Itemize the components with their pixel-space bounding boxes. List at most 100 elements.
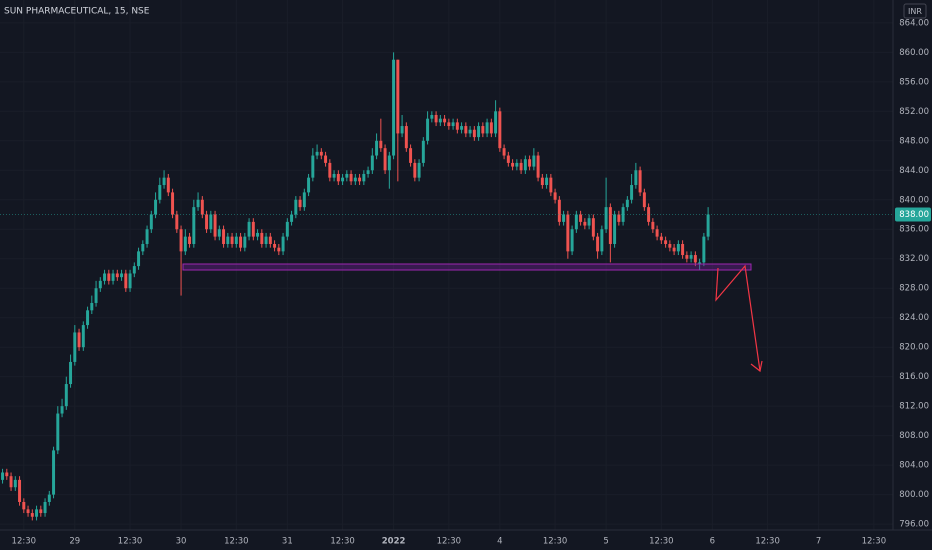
y-tick-label: 856.00 xyxy=(899,77,929,87)
candle-body xyxy=(73,332,77,362)
y-tick-label: 864.00 xyxy=(899,18,929,28)
candle-body xyxy=(706,214,710,237)
candle-body xyxy=(264,236,268,244)
y-tick-label: 832.00 xyxy=(899,254,929,264)
candle-body xyxy=(290,214,294,222)
candle-body xyxy=(260,232,264,244)
x-tick-label: 12:30 xyxy=(437,537,462,547)
x-tick-label: 12:30 xyxy=(649,537,674,547)
candle-body xyxy=(604,207,608,230)
candle-body xyxy=(379,140,383,149)
candle-body xyxy=(693,255,697,263)
candle-body xyxy=(540,177,544,186)
candle-body xyxy=(183,236,187,252)
currency-box xyxy=(903,3,927,19)
candle-body xyxy=(617,214,621,222)
candle-body xyxy=(145,229,149,244)
candle-body xyxy=(103,273,107,281)
candle-body xyxy=(324,155,328,163)
candle-body xyxy=(515,162,519,167)
candle-body xyxy=(613,214,617,244)
candle-body xyxy=(672,247,676,252)
candle-body xyxy=(86,310,90,326)
candle-body xyxy=(409,148,413,163)
axes: 796.00 800.00 804.00 808.00 812.00 816.00 820.… xyxy=(0,18,931,547)
x-tick-label: 5 xyxy=(603,537,608,547)
candle-body xyxy=(545,177,549,186)
candle-body xyxy=(498,111,502,149)
price-tag xyxy=(895,207,931,222)
candle-body xyxy=(430,114,434,119)
candle-body xyxy=(460,126,464,130)
candle-body xyxy=(358,177,362,182)
candle-body xyxy=(175,214,179,230)
candle-body xyxy=(634,170,638,186)
candle-body xyxy=(18,479,22,502)
candle-body xyxy=(511,162,515,167)
candle-body xyxy=(532,155,536,167)
candle-body xyxy=(336,173,340,182)
candle-body xyxy=(689,255,693,259)
candle-body xyxy=(681,243,685,256)
candle-body xyxy=(94,288,98,303)
chart-title: SUN PHARMACEUTICAL, 15, NSE xyxy=(4,7,150,17)
x-tick-label: 6 xyxy=(710,537,715,547)
candle-body xyxy=(702,236,706,263)
candle-body xyxy=(35,509,39,517)
y-tick-label: 860.00 xyxy=(899,48,929,58)
candle-body xyxy=(285,221,289,237)
x-tick-label: 12:30 xyxy=(12,537,37,547)
candle-body xyxy=(579,214,583,222)
candle-body xyxy=(630,185,634,200)
candle-body xyxy=(158,185,162,200)
candle-body xyxy=(375,140,379,156)
y-tick-label: 852.00 xyxy=(899,107,929,117)
candle-body xyxy=(587,218,591,226)
candle-body xyxy=(205,214,209,230)
x-tick-label: 12:30 xyxy=(224,537,249,547)
candle-body xyxy=(400,126,404,134)
x-tick-label: 4 xyxy=(497,537,502,547)
candle-body xyxy=(179,229,183,252)
candle-body xyxy=(570,229,574,252)
y-tick-label: 820.00 xyxy=(899,343,929,353)
candle-body xyxy=(332,173,336,178)
candle-body xyxy=(247,221,251,237)
y-tick-label: 796.00 xyxy=(899,520,929,530)
candle-body xyxy=(196,199,200,208)
candle-body xyxy=(438,118,442,123)
candle-body xyxy=(328,162,332,178)
candle-body xyxy=(392,59,396,156)
candle-body xyxy=(26,509,30,514)
candle-body xyxy=(502,148,506,156)
candle-body xyxy=(591,218,595,237)
x-tick-label: 7 xyxy=(816,537,821,547)
y-tick-label: 840.00 xyxy=(899,195,929,205)
candle-body xyxy=(243,236,247,248)
projection-arrow xyxy=(715,264,761,372)
candle-body xyxy=(642,192,646,208)
candle-body xyxy=(124,273,128,289)
candle-body xyxy=(213,214,217,237)
candle-body xyxy=(239,236,243,248)
candle-body xyxy=(234,236,238,244)
candle-body xyxy=(383,148,387,171)
candle-body xyxy=(494,111,498,134)
candle-body xyxy=(685,255,689,259)
candle-body xyxy=(149,214,153,230)
candle-body xyxy=(434,114,438,123)
candle-body xyxy=(98,280,102,289)
candle-body xyxy=(413,162,417,178)
candle-body xyxy=(549,177,553,193)
price-tag-label: 838.00 xyxy=(899,210,929,220)
candle-body xyxy=(651,221,655,230)
candle-body xyxy=(481,126,485,134)
candle-body xyxy=(132,266,136,274)
y-tick-label: 808.00 xyxy=(899,431,929,441)
candle-body xyxy=(64,384,68,407)
candle-body xyxy=(536,155,540,178)
y-tick-label: 800.00 xyxy=(899,490,929,500)
candle-body xyxy=(655,229,659,237)
